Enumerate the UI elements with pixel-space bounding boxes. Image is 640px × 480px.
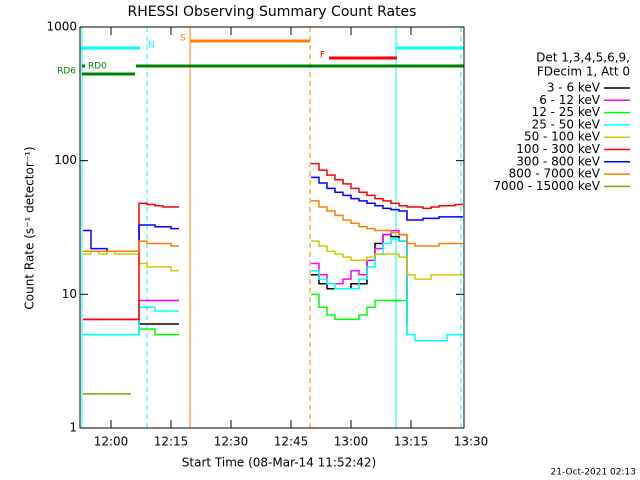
flag-label: RD0 bbox=[88, 62, 107, 72]
x-tick-label: 13:15 bbox=[394, 435, 429, 449]
legend-label: 50 - 100 keV bbox=[524, 130, 601, 144]
y-axis-label: Count Rate (s⁻¹ detector⁻¹) bbox=[23, 146, 37, 309]
flag-label: S bbox=[180, 34, 186, 44]
legend-label: 25 - 50 keV bbox=[532, 117, 601, 131]
flag-label: N bbox=[148, 41, 155, 51]
flag-label: F bbox=[320, 51, 325, 61]
x-axis-label: Start Time (08-Mar-14 11:52:42) bbox=[182, 456, 376, 470]
legend-label: 6 - 12 keV bbox=[539, 93, 601, 107]
chart-title: RHESSI Observing Summary Count Rates bbox=[128, 4, 417, 20]
flag-label-bg bbox=[87, 61, 109, 72]
legend-label: 12 - 25 keV bbox=[532, 105, 601, 119]
series-line bbox=[83, 240, 463, 280]
legend-label: 7000 - 15000 keV bbox=[493, 179, 600, 193]
footer: 21-Oct-2021 02:13 bbox=[551, 468, 636, 478]
legend-header: FDecim 1, Att 0 bbox=[537, 65, 630, 79]
legend-label: 300 - 800 keV bbox=[516, 154, 600, 168]
legend-header: Det 1,3,4,5,6,9, bbox=[536, 51, 630, 65]
y-tick-label: 10 bbox=[62, 287, 77, 301]
x-tick-label: 12:45 bbox=[274, 435, 309, 449]
x-tick-label: 12:00 bbox=[94, 435, 129, 449]
legend-label: 800 - 7000 keV bbox=[509, 167, 601, 181]
x-tick-label: 12:15 bbox=[154, 435, 189, 449]
series-line bbox=[83, 162, 463, 321]
flag-label: RD6 bbox=[57, 67, 76, 77]
x-tick-label: 12:30 bbox=[214, 435, 249, 449]
series-line bbox=[83, 238, 463, 342]
x-tick-label: 13:00 bbox=[334, 435, 369, 449]
legend-label: 100 - 300 keV bbox=[516, 142, 600, 156]
series-line bbox=[83, 293, 408, 336]
series-line bbox=[83, 176, 463, 253]
y-tick-label: 1000 bbox=[46, 20, 77, 34]
series-line bbox=[83, 200, 463, 253]
y-tick-label: 100 bbox=[54, 153, 77, 167]
x-tick-label: 13:30 bbox=[454, 435, 489, 449]
y-tick-label: 1 bbox=[69, 421, 77, 435]
plot-frame bbox=[79, 26, 465, 429]
series-line bbox=[83, 229, 408, 321]
legend-label: 3 - 6 keV bbox=[547, 81, 601, 95]
